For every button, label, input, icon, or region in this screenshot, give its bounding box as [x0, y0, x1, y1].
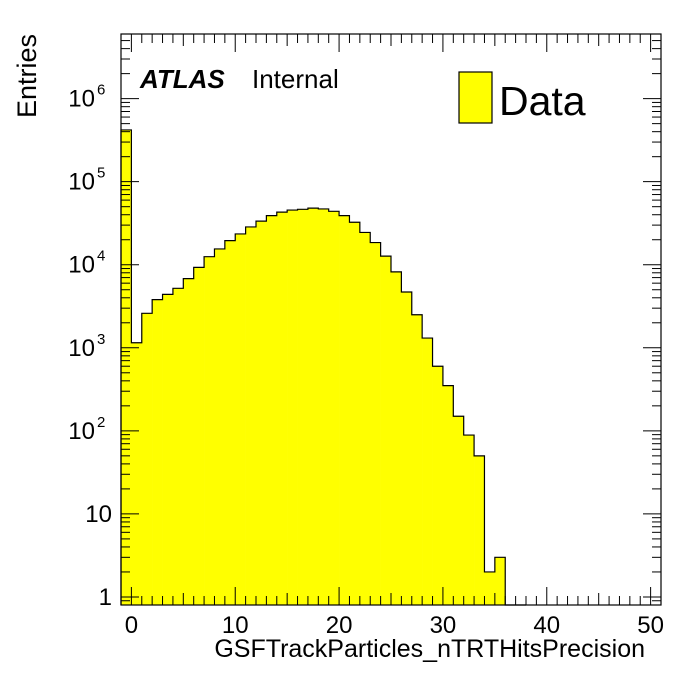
- y-axis-title: Entries: [12, 34, 42, 118]
- y-tick-label: 10: [68, 169, 95, 196]
- histogram-bar: [276, 212, 288, 605]
- histogram-bar: [297, 209, 309, 606]
- y-tick-label: 1: [99, 584, 112, 611]
- histogram-bar: [214, 248, 226, 605]
- x-tick-label: 20: [326, 612, 353, 639]
- x-tick-labels: 0 10 20 30 40 50: [125, 612, 664, 639]
- histogram-bar: [224, 240, 236, 605]
- y-tick-exponent: 6: [97, 82, 105, 99]
- histogram-bar: [453, 416, 464, 605]
- histogram-bar: [359, 232, 371, 605]
- histogram-bar: [432, 366, 444, 605]
- histogram-bar: [152, 299, 163, 605]
- x-tick-label: 40: [533, 612, 560, 639]
- histogram-bar: [141, 313, 153, 605]
- histogram-bar: [287, 210, 298, 605]
- histogram-bar: [245, 226, 257, 605]
- x-tick-label: 30: [430, 612, 457, 639]
- histogram-bar: [463, 435, 475, 605]
- histogram-bar: [401, 291, 413, 605]
- y-tick-label: 10: [68, 418, 95, 445]
- histogram-bar: [474, 455, 485, 605]
- histogram-bar: [328, 211, 340, 605]
- histogram-bar: [339, 215, 350, 605]
- x-tick-label: 50: [637, 612, 664, 639]
- legend-entry: Data: [499, 78, 586, 124]
- y-tick-label: 10: [68, 335, 95, 362]
- histogram-bar: [193, 267, 205, 605]
- histogram-bar: [422, 338, 433, 605]
- histogram-bar: [318, 208, 329, 605]
- histogram-bar: [235, 233, 246, 606]
- atlas-label: ATLAS: [139, 64, 225, 94]
- internal-label: Internal: [252, 64, 339, 94]
- axis-ticks: [120, 33, 662, 606]
- histogram-bars: [121, 129, 506, 606]
- y-tick-exponent: 3: [97, 331, 105, 348]
- histogram-bar: [131, 342, 143, 605]
- histogram-bar: [411, 314, 423, 605]
- legend-swatch: [458, 71, 493, 124]
- x-axis-title: GSFTrackParticles_nTRTHitsPrecision: [214, 635, 645, 663]
- y-tick-label: 10: [68, 86, 95, 113]
- histogram-bar: [380, 256, 392, 605]
- histogram-bar: [494, 557, 506, 605]
- y-tick-label: 10: [85, 501, 112, 528]
- histogram-bar: [183, 278, 194, 605]
- histogram-bar: [172, 288, 184, 605]
- histogram-bar: [266, 215, 278, 605]
- histogram-outline: [120, 129, 526, 606]
- histogram-bar: [256, 221, 267, 605]
- x-tick-label: 0: [125, 612, 138, 639]
- histogram-bar: [391, 271, 402, 605]
- y-tick-exponent: 2: [97, 414, 105, 431]
- x-tick-label: 10: [222, 612, 249, 639]
- histogram-bar: [349, 222, 361, 605]
- histogram-bar: [307, 208, 319, 605]
- histogram-bar: [121, 129, 132, 605]
- histogram-bar: [162, 294, 174, 605]
- histogram-bar: [204, 256, 215, 605]
- histogram-bar: [442, 385, 454, 605]
- histogram-bar: [484, 571, 496, 605]
- y-tick-exponent: 4: [97, 248, 105, 265]
- y-tick-label: 10: [68, 252, 95, 279]
- y-tick-exponent: 5: [97, 165, 105, 182]
- histogram-bar: [370, 242, 381, 606]
